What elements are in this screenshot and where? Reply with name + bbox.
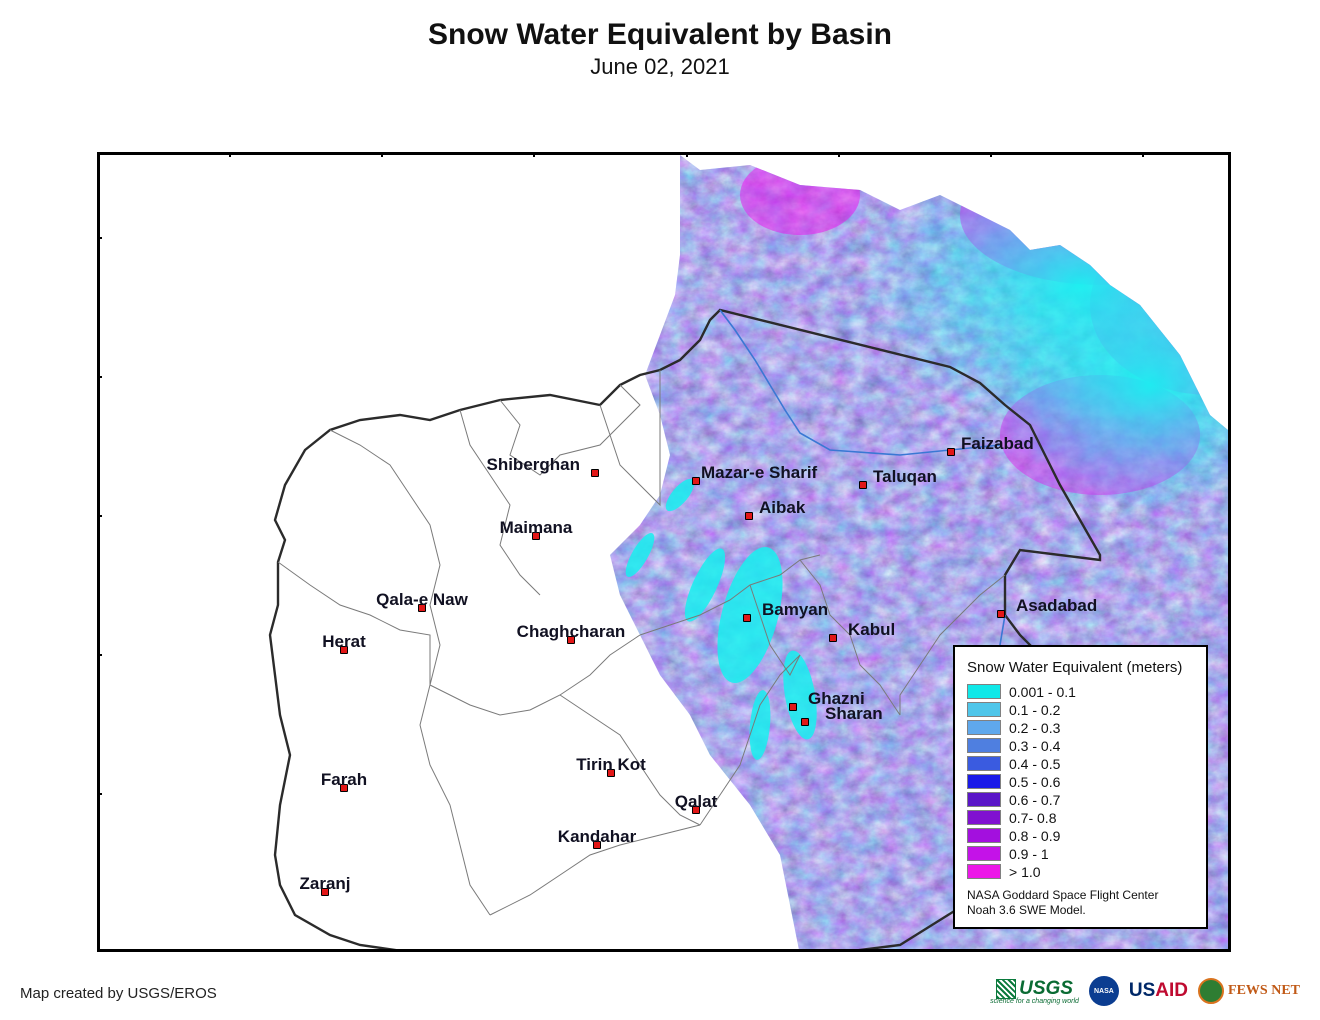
legend-row-0: 0.001 - 0.1	[967, 684, 1194, 700]
city-label-mazar-e-sharif: Mazar-e Sharif	[701, 463, 817, 483]
city-label-kabul: Kabul	[848, 620, 895, 640]
city-label-chaghcharan: Chaghcharan	[517, 622, 626, 642]
usgs-logo[interactable]: USGS science for a changing world	[990, 978, 1079, 1005]
usgs-logo-subtext: science for a changing world	[990, 998, 1079, 1005]
legend-swatch-0	[967, 684, 1001, 699]
legend-label-10: > 1.0	[1009, 864, 1041, 880]
city-label-taluqan: Taluqan	[873, 467, 937, 487]
city-label-kandahar: Kandahar	[558, 827, 636, 847]
city-label-shiberghan: Shiberghan	[486, 455, 580, 475]
legend-box: Snow Water Equivalent (meters) 0.001 - 0…	[953, 645, 1208, 929]
legend-label-8: 0.8 - 0.9	[1009, 828, 1060, 844]
city-marker-mazar-e-sharif[interactable]	[692, 477, 700, 485]
city-label-zaranj: Zaranj	[299, 874, 350, 894]
legend-row-7: 0.7- 0.8	[967, 810, 1194, 826]
legend-row-6: 0.6 - 0.7	[967, 792, 1194, 808]
legend-swatch-5	[967, 774, 1001, 789]
legend-label-1: 0.1 - 0.2	[1009, 702, 1060, 718]
legend-label-7: 0.7- 0.8	[1009, 810, 1056, 826]
legend-swatch-8	[967, 828, 1001, 843]
city-label-aibak: Aibak	[759, 498, 805, 518]
city-label-tirin-kot: Tirin Kot	[576, 755, 646, 775]
map-frame[interactable]: 62°E64°E66°E68°E70°E72°E74°E 38°N36°N34°…	[97, 152, 1231, 952]
legend-label-4: 0.4 - 0.5	[1009, 756, 1060, 772]
legend-row-2: 0.2 - 0.3	[967, 720, 1194, 736]
city-marker-faizabad[interactable]	[947, 448, 955, 456]
usaid-logo-us: US	[1129, 980, 1155, 1002]
legend-title: Snow Water Equivalent (meters)	[967, 659, 1194, 676]
legend-swatch-7	[967, 810, 1001, 825]
fewsnet-logo[interactable]: FEWS NET	[1198, 978, 1300, 1004]
city-label-asadabad: Asadabad	[1016, 596, 1097, 616]
city-label-farah: Farah	[321, 770, 367, 790]
legend-row-1: 0.1 - 0.2	[967, 702, 1194, 718]
usaid-logo[interactable]: US AID	[1129, 980, 1188, 1002]
usgs-logo-text: USGS	[1019, 978, 1073, 1000]
legend-row-5: 0.5 - 0.6	[967, 774, 1194, 790]
city-label-herat: Herat	[322, 632, 365, 652]
city-label-bamyan: Bamyan	[762, 600, 828, 620]
legend-label-2: 0.2 - 0.3	[1009, 720, 1060, 736]
legend-row-4: 0.4 - 0.5	[967, 756, 1194, 772]
legend-label-6: 0.6 - 0.7	[1009, 792, 1060, 808]
legend-swatch-1	[967, 702, 1001, 717]
legend-label-5: 0.5 - 0.6	[1009, 774, 1060, 790]
legend-swatch-3	[967, 738, 1001, 753]
usgs-icon	[996, 979, 1016, 999]
city-marker-taluqan[interactable]	[859, 481, 867, 489]
city-label-sharan: Sharan	[825, 704, 883, 724]
legend-swatch-6	[967, 792, 1001, 807]
city-marker-aibak[interactable]	[745, 512, 753, 520]
legend-swatch-4	[967, 756, 1001, 771]
legend-label-0: 0.001 - 0.1	[1009, 684, 1076, 700]
legend-row-3: 0.3 - 0.4	[967, 738, 1194, 754]
fewsnet-icon	[1198, 978, 1224, 1004]
logos-bar: USGS science for a changing world NASA U…	[990, 976, 1300, 1006]
city-marker-bamyan[interactable]	[743, 614, 751, 622]
legend-label-3: 0.3 - 0.4	[1009, 738, 1060, 754]
header: Snow Water Equivalent by Basin June 02, …	[0, 0, 1320, 80]
page-title: Snow Water Equivalent by Basin	[0, 18, 1320, 52]
city-marker-kabul[interactable]	[829, 634, 837, 642]
city-marker-shiberghan[interactable]	[591, 469, 599, 477]
city-label-qala-e-naw: Qala-e Naw	[376, 590, 468, 610]
city-marker-ghazni[interactable]	[789, 703, 797, 711]
legend-row-8: 0.8 - 0.9	[967, 828, 1194, 844]
city-label-qalat: Qalat	[675, 792, 718, 812]
nasa-icon: NASA	[1089, 976, 1119, 1006]
map-credit-text: Map created by USGS/EROS	[20, 985, 217, 1002]
page-subtitle: June 02, 2021	[0, 54, 1320, 80]
legend-label-9: 0.9 - 1	[1009, 846, 1049, 862]
legend-footer: NASA Goddard Space Flight Center Noah 3.…	[967, 888, 1194, 919]
legend-swatch-9	[967, 846, 1001, 861]
city-marker-sharan[interactable]	[801, 718, 809, 726]
city-label-maimana: Maimana	[500, 518, 573, 538]
legend-swatch-2	[967, 720, 1001, 735]
nasa-logo[interactable]: NASA	[1089, 976, 1119, 1006]
legend-swatch-10	[967, 864, 1001, 879]
city-marker-asadabad[interactable]	[997, 610, 1005, 618]
fewsnet-logo-text: FEWS NET	[1228, 983, 1300, 999]
legend-row-10: > 1.0	[967, 864, 1194, 880]
city-label-faizabad: Faizabad	[961, 434, 1034, 454]
usaid-logo-aid: AID	[1155, 980, 1188, 1002]
legend-row-9: 0.9 - 1	[967, 846, 1194, 862]
